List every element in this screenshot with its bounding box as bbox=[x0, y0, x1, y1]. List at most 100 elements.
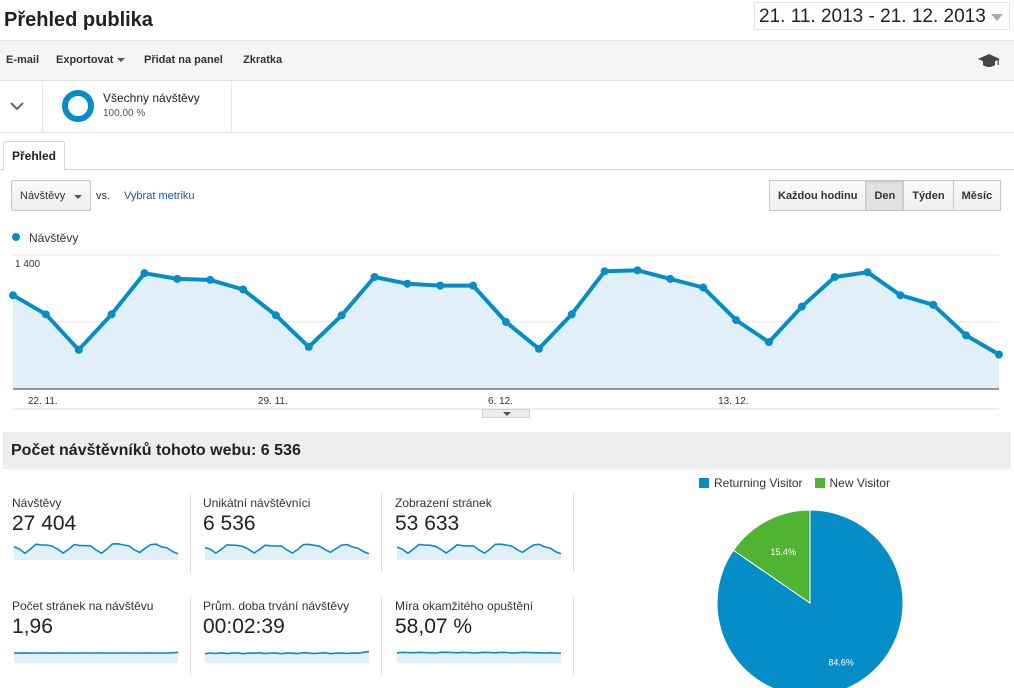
metric-tile-sparkline bbox=[13, 651, 179, 663]
legend-swatch bbox=[699, 478, 709, 488]
segment-all-visits[interactable]: Všechny návštěvy 100,00 % bbox=[43, 81, 232, 132]
data-point bbox=[896, 291, 905, 300]
data-point bbox=[9, 291, 17, 300]
metric-tile-visits[interactable]: Návštěvy 27 404 bbox=[12, 496, 192, 578]
sparkline-area bbox=[14, 543, 178, 560]
metric-tile-label: Zobrazení stránek bbox=[395, 496, 492, 510]
pie-slice-label: 15.4% bbox=[770, 547, 796, 557]
data-point bbox=[140, 269, 149, 278]
date-range-picker[interactable]: 21. 11. 2013 - 21. 12. 2013 bbox=[754, 2, 1010, 30]
x-tick-label: 13. 12. bbox=[718, 396, 749, 407]
granularity-month-button[interactable]: Měsíc bbox=[952, 180, 1002, 211]
data-point bbox=[929, 300, 938, 309]
sparkline-line bbox=[396, 543, 562, 555]
metric-tile-label: Unikátní návštěvníci bbox=[203, 496, 311, 510]
tab-overview[interactable]: Přehled bbox=[3, 141, 66, 170]
pie-legend-label: Returning Visitor bbox=[714, 476, 803, 490]
data-point bbox=[304, 342, 313, 351]
metric-tile-bounce-rate[interactable]: Míra okamžitého opuštění 58,07 % bbox=[395, 599, 575, 681]
metric-tile-pageviews[interactable]: Zobrazení stránek 53 633 bbox=[395, 496, 575, 578]
granularity-week-button[interactable]: Týden bbox=[903, 180, 954, 211]
select-metric-link[interactable]: Vybrat metriku bbox=[124, 190, 195, 202]
tile-divider bbox=[190, 597, 191, 675]
export-button[interactable]: Exportovat bbox=[56, 54, 126, 66]
metric-tile-sparkline bbox=[204, 543, 370, 560]
sparkline-area bbox=[205, 544, 369, 560]
visitor-type-pie-chart: 84.6% 15.4% bbox=[716, 509, 904, 688]
chevron-down-icon bbox=[74, 195, 82, 199]
chart-legend: Návštěvy bbox=[12, 231, 78, 245]
data-point bbox=[633, 266, 642, 275]
chevron-down-icon bbox=[10, 102, 24, 111]
data-point bbox=[107, 310, 116, 319]
vs-label: vs. bbox=[96, 190, 111, 202]
metric-tile-avg-visit-duration[interactable]: Prům. doba trvání návštěvy 00:02:39 bbox=[203, 599, 383, 681]
tile-divider bbox=[573, 597, 574, 675]
data-point bbox=[830, 273, 839, 282]
data-point bbox=[271, 311, 280, 320]
sparkline-line bbox=[13, 651, 179, 654]
data-point bbox=[370, 273, 379, 282]
data-point bbox=[567, 310, 576, 319]
sparkline-line bbox=[396, 651, 562, 654]
metric-tile-pages-per-visit[interactable]: Počet stránek na návštěvu 1,96 bbox=[12, 599, 192, 681]
metric-select[interactable]: Návštěvy bbox=[11, 180, 91, 211]
report-toolbar: E-mail Exportovat Přidat na panel Zkratk… bbox=[0, 40, 1014, 81]
metric-tile-sparkline bbox=[396, 651, 562, 663]
metric-tile-value: 00:02:39 bbox=[203, 615, 285, 638]
add-to-dashboard-button[interactable]: Přidat na panel bbox=[144, 54, 223, 66]
graduation-cap-icon[interactable] bbox=[978, 53, 1000, 69]
data-point bbox=[962, 331, 971, 340]
legend-swatch bbox=[12, 233, 20, 241]
pie-legend-label: New Visitor bbox=[829, 476, 890, 490]
legend-swatch bbox=[814, 478, 825, 488]
granularity-toggle: Každou hodinu Den Týden Měsíc bbox=[769, 180, 1002, 211]
sparkline-line bbox=[204, 543, 370, 555]
data-point bbox=[863, 268, 872, 277]
pie-slice-label: 84.6% bbox=[828, 657, 854, 667]
pie-legend: Returning Visitor New Visitor bbox=[699, 476, 902, 490]
pie-legend-returning[interactable]: Returning Visitor bbox=[699, 476, 803, 490]
metric-tile-sparkline bbox=[13, 542, 179, 560]
metric-tile-unique-visitors[interactable]: Unikátní návštěvníci 6 536 bbox=[203, 496, 383, 578]
data-point bbox=[173, 274, 182, 283]
pie-legend-new[interactable]: New Visitor bbox=[814, 476, 890, 490]
tile-divider bbox=[381, 494, 382, 572]
data-point bbox=[206, 275, 215, 284]
visits-line-chart: 1 40070022. 11.29. 11.6. 12.13. 12. bbox=[9, 254, 1003, 410]
segment-percent: 100,00 % bbox=[103, 108, 146, 119]
metric-tile-label: Návštěvy bbox=[12, 496, 62, 510]
sparkline-area bbox=[14, 652, 178, 663]
legend-series-name: Návštěvy bbox=[29, 231, 79, 245]
tab-divider bbox=[0, 169, 1014, 170]
tile-divider bbox=[381, 597, 382, 675]
chevron-down-icon bbox=[503, 412, 511, 416]
sparkline-area bbox=[397, 652, 561, 663]
sparkline-area bbox=[397, 544, 561, 560]
pie-slice-returning bbox=[716, 509, 904, 688]
data-point bbox=[995, 350, 1003, 359]
export-label: Exportovat bbox=[56, 54, 114, 66]
data-point bbox=[41, 310, 50, 319]
metric-tile-value: 53 633 bbox=[395, 512, 460, 535]
data-point bbox=[436, 281, 445, 290]
email-button[interactable]: E-mail bbox=[6, 54, 40, 66]
pie-slice-new bbox=[732, 509, 811, 604]
chart-expand-handle[interactable] bbox=[482, 409, 530, 418]
tile-divider bbox=[573, 494, 574, 572]
metric-tile-label: Míra okamžitého opuštění bbox=[395, 599, 534, 613]
granularity-day-button[interactable]: Den bbox=[865, 180, 905, 211]
metric-tile-value: 6 536 bbox=[203, 512, 256, 535]
granularity-hourly-button[interactable]: Každou hodinu bbox=[769, 180, 867, 211]
segment-toggle[interactable] bbox=[0, 81, 43, 132]
metric-tile-value: 58,07 % bbox=[395, 615, 473, 638]
data-point bbox=[469, 281, 478, 290]
segment-bar: Všechny návštěvy 100,00 % bbox=[0, 81, 1014, 133]
data-point bbox=[699, 283, 708, 292]
data-point bbox=[502, 318, 510, 326]
metric-tile-label: Počet stránek na návštěvu bbox=[12, 599, 154, 613]
metric-select-value: Návštěvy bbox=[20, 190, 66, 202]
data-point bbox=[666, 274, 675, 283]
shortcut-button[interactable]: Zkratka bbox=[243, 54, 283, 66]
sparkline-line bbox=[204, 650, 370, 655]
